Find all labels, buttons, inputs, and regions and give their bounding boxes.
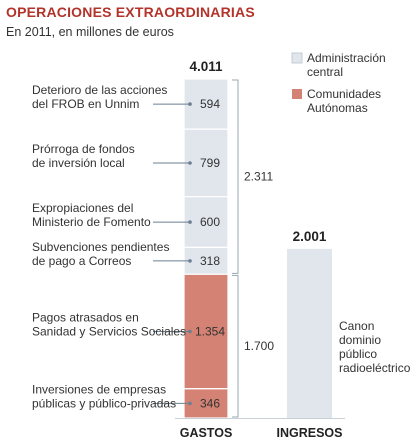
segment-category-label: Expropiaciones del	[32, 201, 133, 215]
segment-category-label: del FROB en Unnim	[32, 97, 139, 111]
group-brace	[232, 79, 239, 274]
segment-category-label: Sanidad y Servicios Sociales	[32, 325, 186, 339]
legend-label: Administración	[307, 51, 386, 65]
segment-category-label: Deterioro de las acciones	[32, 83, 167, 97]
segment-category-label: públicas y público-privadas	[32, 396, 176, 410]
segment-category-label: Subvenciones pendientes	[32, 240, 169, 254]
bar-segment	[183, 246, 229, 275]
segment-category-label: Prórroga de fondos	[32, 142, 135, 156]
legend-label: Comunidades	[307, 87, 381, 101]
segment-category-label: Ministerio de Fomento	[32, 215, 151, 229]
leader-dot	[188, 220, 192, 224]
bar-value-label: 600	[200, 215, 220, 229]
ingresos-total-label: 2.001	[293, 229, 327, 244]
segment-category-label: de inversión local	[32, 156, 125, 170]
chart-subtitle: En 2011, en millones de euros	[6, 25, 174, 39]
legend-label: Autónomas	[307, 101, 368, 115]
chart-title: OPERACIONES EXTRAORDINARIAS	[6, 4, 255, 20]
bar-value-label: 799	[200, 156, 220, 170]
ingresos-bar	[287, 248, 332, 418]
legend-swatch	[292, 89, 302, 99]
ingresos-segment-label: dominio	[339, 333, 381, 347]
segment-category-label: Inversiones de empresas	[32, 382, 166, 396]
leader-dot	[188, 102, 192, 106]
leader-dot	[188, 259, 192, 263]
leader-dot	[188, 329, 192, 334]
leader-dot	[188, 401, 192, 406]
group-total-label: 2.311	[244, 170, 273, 184]
legend-label: central	[307, 65, 343, 79]
x-category-label: GASTOS	[180, 426, 233, 440]
group-total-label: 1.700	[244, 339, 274, 353]
segment-category-label: de pago a Correos	[32, 254, 131, 268]
bar-value-label: 1.354	[195, 325, 225, 339]
legend-swatch	[291, 52, 303, 64]
bar-value-label: 594	[200, 97, 220, 111]
bar-value-label: 346	[200, 396, 220, 410]
ingresos-segment-label: radioeléctrico	[339, 361, 411, 375]
group-brace	[232, 274, 239, 418]
leader-dot	[188, 161, 192, 165]
gastos-total-label: 4.011	[189, 59, 223, 74]
ingresos-segment-label: público	[339, 347, 377, 361]
x-category-label: INGRESOS	[277, 426, 343, 440]
bar-value-label: 318	[200, 254, 220, 268]
ingresos-segment-label: Canon	[339, 319, 374, 333]
segment-category-label: Pagos atrasados en	[32, 311, 139, 325]
